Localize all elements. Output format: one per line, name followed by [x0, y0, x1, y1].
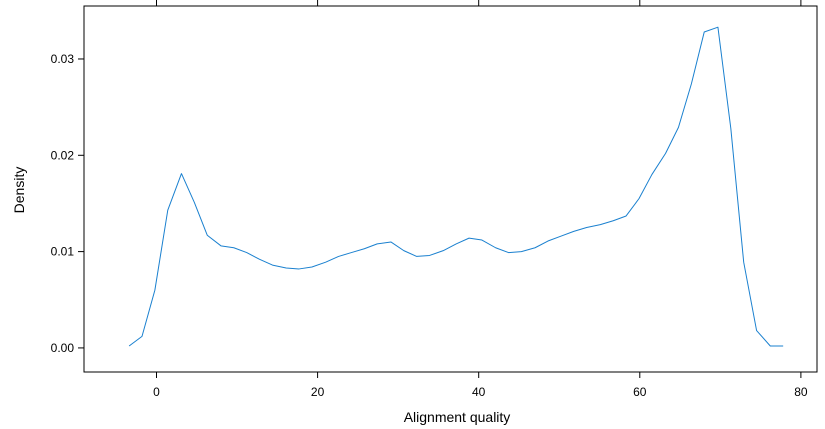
- y-tick-label: 0.00: [51, 341, 75, 355]
- x-tick-label: 20: [311, 385, 325, 399]
- y-tick-label: 0.02: [51, 148, 75, 162]
- series-layer: [128, 26, 784, 347]
- y-axis-title: Density: [11, 167, 27, 214]
- y-tick-label: 0.01: [51, 245, 75, 259]
- x-axis-title: Alignment quality: [404, 409, 511, 425]
- x-tick-label: 60: [633, 385, 647, 399]
- x-tick-label: 40: [472, 385, 486, 399]
- y-tick-label: 0.03: [51, 52, 75, 66]
- plot-frame: [83, 5, 818, 373]
- x-tick-label: 0: [153, 385, 160, 399]
- density-line: [128, 26, 784, 347]
- x-axis-ticks: 0 20 40 60 80: [153, 0, 808, 399]
- y-axis-ticks: 0.00 0.01 0.02 0.03: [51, 52, 84, 355]
- x-tick-label: 80: [794, 385, 808, 399]
